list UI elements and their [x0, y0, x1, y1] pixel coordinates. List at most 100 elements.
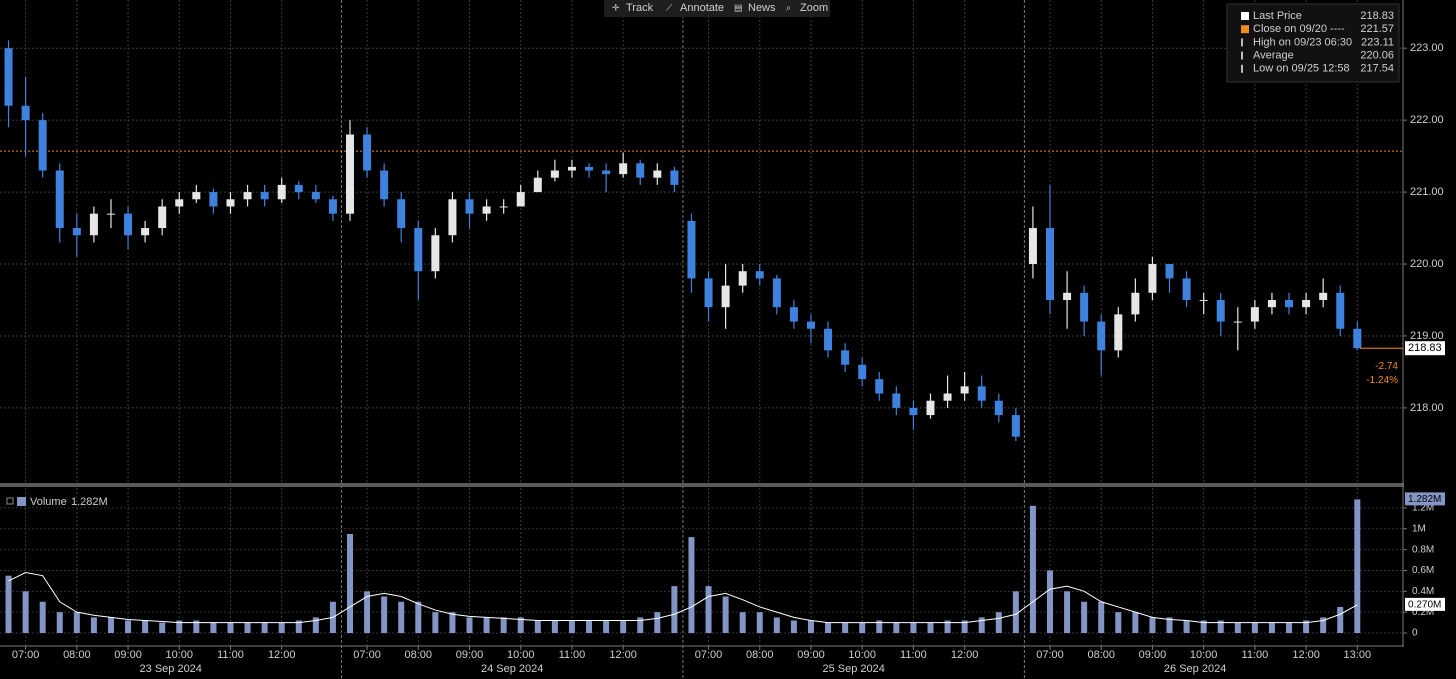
volume-bar [773, 617, 780, 634]
volume-bar [347, 533, 353, 634]
x-tick-label: 11:00 [900, 649, 927, 661]
volume-bar [176, 620, 183, 634]
x-tick-label: 09:00 [456, 649, 484, 661]
volume-bar [1166, 617, 1173, 634]
candle-body [465, 199, 474, 214]
candle-body [875, 379, 884, 394]
x-tick-label: 10:00 [507, 649, 535, 661]
candle-body [670, 170, 679, 185]
volume-header: Volume 1.282M [6, 496, 108, 508]
legend-value: 221.57 [1360, 23, 1394, 35]
candle-body [414, 228, 423, 272]
volume-bar [756, 612, 763, 634]
volume-bar [210, 622, 217, 634]
toolbar-bg [604, 0, 830, 17]
candle-body [858, 364, 867, 380]
candle-body [1302, 299, 1311, 308]
candle-body [106, 213, 115, 215]
x-tick-label: 12:00 [268, 649, 296, 661]
volume-bar [961, 620, 968, 634]
volume-bar [227, 622, 234, 634]
candle-body [192, 192, 201, 200]
tool-news[interactable]: News [748, 2, 776, 14]
change-label: -2.74 [1375, 361, 1398, 372]
x-tick-label: 10:00 [166, 649, 194, 661]
tool-zoom[interactable]: Zoom [800, 2, 828, 14]
tool-track[interactable]: Track [626, 2, 654, 14]
volume-bar [739, 612, 746, 634]
y-tick-label: 222.00 [1410, 114, 1444, 126]
candle-body [141, 228, 150, 236]
volume-bar [1012, 591, 1019, 634]
x-tick-label: 12:00 [609, 649, 637, 661]
volume-bar [39, 601, 46, 634]
x-tick-label: 07:00 [1036, 649, 1064, 661]
x-tick-label: 07:00 [12, 649, 40, 661]
last-price-box [1405, 341, 1445, 356]
legend-swatch [1241, 12, 1249, 20]
volume-bar [125, 620, 132, 634]
volume-bar [1064, 591, 1071, 634]
y-tick-label: 218.00 [1410, 402, 1444, 414]
candle-body [704, 278, 713, 308]
volume-bar [73, 612, 80, 634]
tool-annotate[interactable]: Annotate [680, 2, 724, 14]
volume-bar [159, 622, 166, 634]
volume-bar [842, 622, 849, 634]
volume-bar [295, 620, 302, 634]
volume-bar [381, 596, 388, 634]
candle-body [397, 199, 406, 229]
icon: ✛ [612, 2, 620, 12]
volume-bar [910, 622, 917, 634]
x-tick-label: 08:00 [746, 649, 774, 661]
candle-body [1285, 299, 1294, 308]
x-tick-label: 08:00 [1087, 649, 1115, 661]
volume-bar [56, 612, 63, 634]
volume-bar [483, 617, 490, 634]
candle-body [738, 271, 747, 286]
candle-body [277, 184, 286, 200]
candle-body [431, 235, 440, 272]
volume-bar [517, 617, 524, 634]
day-label: 23 Sep 2024 [140, 663, 202, 675]
candle-body [89, 213, 98, 236]
volume-bar [654, 612, 661, 634]
candle-body [226, 199, 235, 207]
candle-body [21, 105, 30, 121]
candle-body [38, 120, 47, 171]
candle-body [533, 177, 542, 193]
volume-bar [1098, 601, 1105, 634]
volume-bar [807, 620, 814, 634]
candle-body [1250, 307, 1259, 322]
candle-body [482, 206, 491, 214]
candle-body [55, 170, 64, 229]
x-tick-label: 10:00 [848, 649, 876, 661]
volume-bar [1320, 617, 1327, 634]
candle-body [806, 321, 815, 329]
y-tick-label: 221.00 [1410, 186, 1444, 198]
volume-bar [1081, 601, 1088, 634]
volume-bar [722, 596, 729, 634]
candle-body [1080, 292, 1089, 322]
x-tick-label: 11:00 [1242, 649, 1269, 661]
candle-body [243, 192, 252, 200]
last-average-label: 0.270M [1408, 600, 1441, 611]
last-price-label: 218.83 [1408, 342, 1442, 354]
candle-body [926, 400, 935, 416]
legend-label: Low on 09/25 12:58 [1253, 63, 1350, 75]
candle-body [1336, 292, 1345, 329]
candle-body [1097, 321, 1106, 351]
volume-bar [142, 620, 149, 634]
x-tick-label: 12:00 [951, 649, 979, 661]
volume-bar [1115, 612, 1122, 634]
volume-bar [261, 622, 268, 634]
candle-body [380, 170, 389, 200]
candle-body [1028, 228, 1037, 265]
legend-value: 218.83 [1360, 10, 1394, 22]
volume-bar [5, 575, 12, 634]
candle-body [994, 400, 1003, 416]
legend-label: High on 09/23 06:30 [1253, 36, 1352, 48]
y-tick-label: 223.00 [1410, 42, 1444, 54]
candle-body [448, 199, 457, 236]
legend-swatch [1241, 51, 1243, 60]
